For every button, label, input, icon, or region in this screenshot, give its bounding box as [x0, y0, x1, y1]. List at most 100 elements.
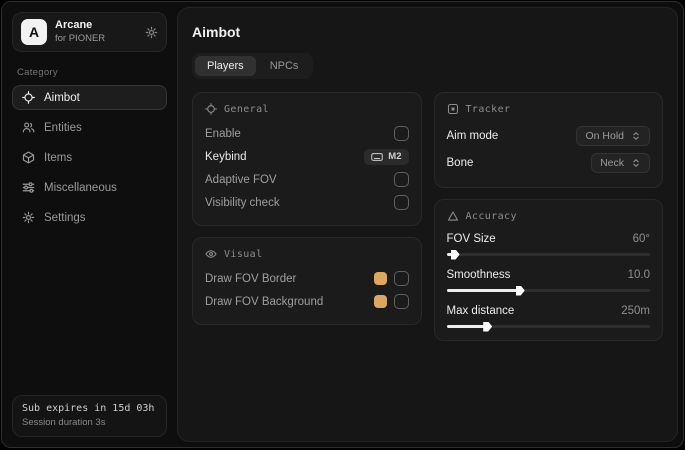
draw-fov-border-row: Draw FOV Border: [205, 267, 409, 290]
gear-icon[interactable]: [145, 26, 158, 39]
session-duration-text: Session duration 3s: [22, 417, 106, 428]
fov-size-slider[interactable]: [446, 249, 650, 260]
slider-value: 250m: [621, 304, 650, 317]
card-title: Visual: [224, 248, 263, 260]
sliders-icon: [22, 181, 35, 194]
sidebar-item-label: Settings: [44, 211, 86, 224]
gear-icon: [22, 211, 35, 224]
smoothness-slider[interactable]: [446, 285, 650, 296]
scan-icon: [447, 103, 459, 115]
row-label: Bone: [446, 156, 474, 169]
slider-head: Max distance 250m: [447, 301, 651, 320]
row-label: Smoothness: [446, 268, 511, 281]
enable-row: Enable: [205, 122, 409, 145]
row-label: Visibility check: [205, 196, 280, 209]
sub-expires-text: Sub expires in 15d 03h: [22, 403, 155, 414]
visual-card-header: Visual: [205, 248, 409, 260]
sidebar-spacer: [12, 230, 167, 395]
sidebar-nav: Aimbot Entities: [12, 85, 167, 230]
fov-background-color-swatch[interactable]: [373, 295, 387, 308]
slider-value: 60°: [632, 232, 650, 245]
sidebar-item-aimbot[interactable]: Aimbot: [12, 85, 167, 110]
slider-head: Smoothness 10.0: [447, 265, 651, 284]
enable-checkbox[interactable]: [393, 126, 409, 141]
people-icon: [22, 121, 35, 134]
tracker-card-header: Tracker: [447, 103, 651, 115]
bone-select[interactable]: Neck: [591, 152, 650, 173]
sidebar-item-settings[interactable]: Settings: [12, 205, 167, 230]
card-title: General: [224, 103, 269, 115]
draw-fov-background-checkbox[interactable]: [393, 294, 409, 309]
row-label: Aim mode: [446, 129, 499, 142]
draw-fov-border-checkbox[interactable]: [393, 271, 409, 286]
keybind-row: Keybind M2: [205, 145, 409, 168]
unfold-icon: [631, 131, 641, 141]
visibility-check-checkbox[interactable]: [393, 195, 409, 210]
max-distance-slider[interactable]: [446, 321, 650, 332]
subscription-card: Sub expires in 15d 03h Session duration …: [12, 395, 167, 437]
row-label: Enable: [205, 127, 241, 140]
visual-card: Visual Draw FOV Border Draw FOV Backgrou…: [192, 237, 422, 325]
slider-fill: [446, 285, 525, 296]
keybind-button[interactable]: M2: [364, 148, 409, 165]
visibility-check-row: Visibility check: [205, 191, 409, 214]
row-label: Keybind: [205, 150, 247, 163]
right-column: Tracker Aim mode On Hold: [433, 92, 663, 341]
brand-name: Arcane: [55, 19, 93, 32]
aim-mode-select[interactable]: On Hold: [576, 125, 650, 146]
controls-group: [373, 271, 409, 286]
tab-npcs[interactable]: NPCs: [269, 60, 299, 72]
row-label: Draw FOV Border: [205, 272, 297, 285]
brand-text: Arcane for PIONER: [55, 19, 137, 45]
arcane-logo: A: [21, 19, 47, 45]
slider-thumb[interactable]: [515, 285, 525, 296]
page-title: Aimbot: [192, 24, 241, 40]
controls-group: [373, 294, 409, 309]
keybind-value: M2: [388, 151, 402, 162]
slider-thumb[interactable]: [483, 321, 493, 332]
slider-thumb[interactable]: [450, 249, 460, 260]
row-label: Max distance: [446, 304, 515, 317]
cube-icon: [22, 151, 35, 164]
left-column: General Enable Keybind: [192, 92, 422, 325]
card-title: Tracker: [465, 103, 511, 115]
adaptive-fov-row: Adaptive FOV: [205, 168, 409, 191]
slider-fill: [446, 321, 493, 332]
adaptive-fov-checkbox[interactable]: [393, 172, 409, 187]
sidebar-item-entities[interactable]: Entities: [12, 115, 167, 140]
row-label: Draw FOV Background: [205, 295, 324, 308]
eye-icon: [205, 248, 217, 260]
bone-row: Bone Neck: [446, 149, 650, 176]
triangle-icon: [447, 210, 459, 222]
slider-value: 10.0: [627, 268, 650, 281]
general-card-header: General: [205, 103, 409, 115]
sidebar-item-miscellaneous[interactable]: Miscellaneous: [12, 175, 167, 200]
max-distance-slider-block: Max distance 250m: [446, 301, 651, 332]
fov-size-slider-block: FOV Size 60°: [446, 229, 651, 260]
crosshair-icon: [205, 103, 217, 115]
tab-players[interactable]: Players: [195, 56, 256, 76]
card-title: Accuracy: [465, 210, 517, 222]
select-value: Neck: [600, 156, 624, 169]
sidebar-item-label: Entities: [44, 121, 82, 134]
brand-card: A Arcane for PIONER: [12, 12, 167, 52]
crosshair-icon: [22, 91, 35, 104]
sidebar: A Arcane for PIONER Category: [2, 2, 177, 447]
category-label: Category: [17, 67, 58, 78]
unfold-icon: [631, 158, 641, 168]
smoothness-slider-block: Smoothness 10.0: [446, 265, 651, 296]
cards-grid: General Enable Keybind: [192, 92, 663, 341]
slider-head: FOV Size 60°: [447, 229, 651, 248]
accuracy-card-header: Accuracy: [447, 210, 651, 222]
sidebar-item-label: Aimbot: [44, 91, 80, 104]
fov-border-color-swatch[interactable]: [373, 272, 387, 285]
tab-bar: Players NPCs: [192, 53, 314, 79]
sidebar-item-items[interactable]: Items: [12, 145, 167, 170]
tracker-card: Tracker Aim mode On Hold: [433, 92, 663, 188]
accuracy-card: Accuracy FOV Size 60°: [433, 199, 663, 341]
brand-subtitle: for PIONER: [55, 32, 106, 44]
slider-fill: [446, 249, 460, 260]
general-card: General Enable Keybind: [192, 92, 422, 226]
draw-fov-background-row: Draw FOV Background: [205, 290, 409, 313]
